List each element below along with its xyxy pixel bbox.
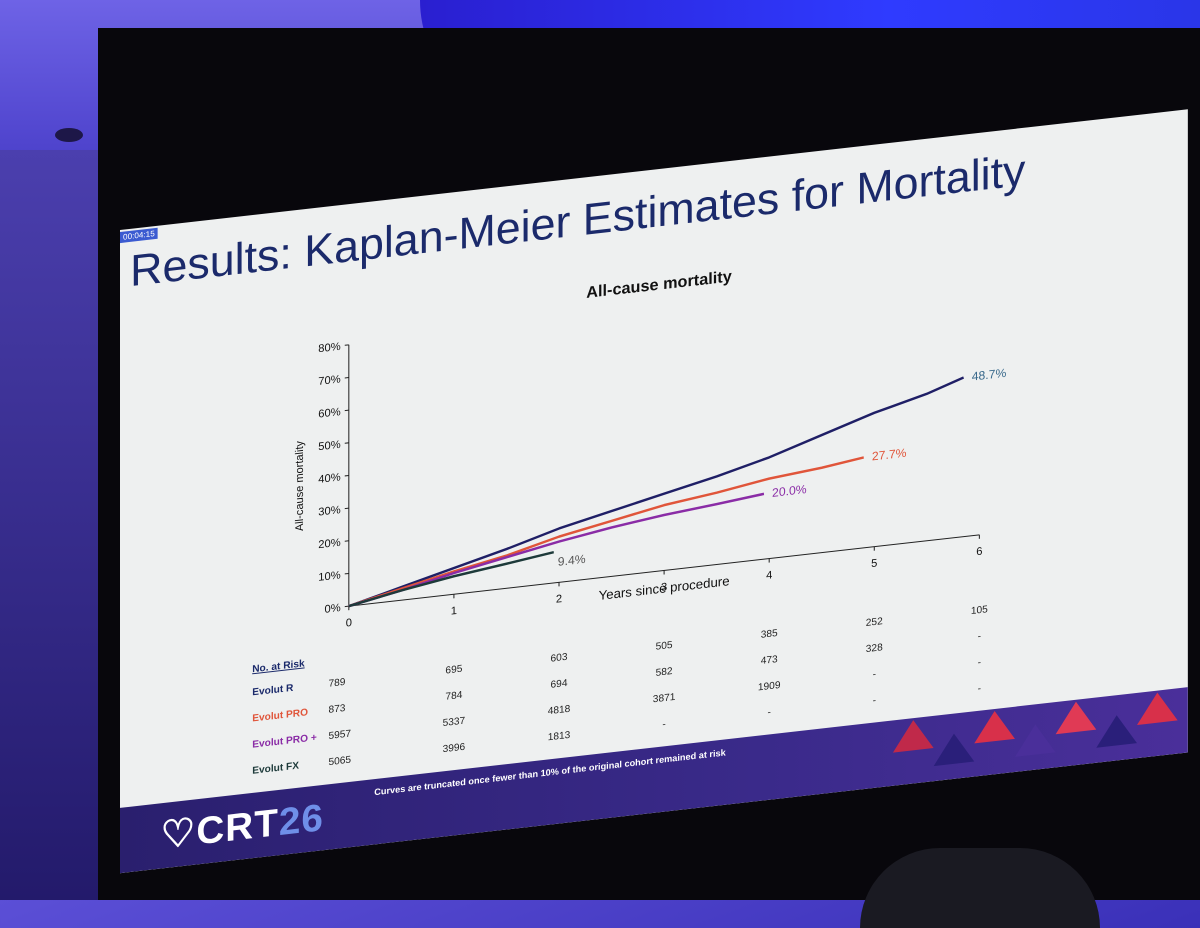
risk-cell: 105 [971,604,988,617]
chart-title: All-cause mortality [586,268,732,302]
y-tick-label: 60% [318,406,340,420]
risk-cell: 1909 [758,680,781,693]
y-tick-label: 50% [318,439,340,453]
footer-triangle [1056,699,1097,734]
risk-cell: 694 [551,678,568,691]
risk-cell: 695 [445,664,462,677]
risk-cell: 328 [866,642,883,655]
risk-cell: 1813 [548,730,571,743]
risk-cell: - [978,657,981,668]
risk-cell: - [767,707,770,718]
risk-cell: - [873,695,876,706]
risk-cell: 3996 [443,742,466,755]
risk-cell: - [978,683,981,694]
presentation-slide: 00:04:15 Results: Kaplan-Meier Estimates… [120,109,1188,873]
crt-logo: ♡CRT26 [161,795,324,859]
footer-triangle [893,718,934,753]
y-tick-label: 10% [318,569,340,583]
y-tick-label: 20% [318,537,340,551]
risk-row-label: Evolut FX [252,761,299,777]
y-tick-label: 70% [318,374,340,388]
end-label: 48.7% [972,366,1007,384]
risk-cell: - [978,631,981,642]
risk-cell: 5337 [443,716,466,729]
x-tick-label: 6 [976,546,982,559]
risk-cell: 5065 [328,755,351,768]
end-label: 20.0% [772,482,807,500]
x-tick-label: 1 [451,605,457,618]
risk-cell: 252 [866,616,883,629]
logo-number: 26 [279,797,324,844]
risk-row-label: Evolut PRO [252,707,308,724]
x-tick-label: 0 [346,617,352,630]
risk-cell: - [662,719,665,730]
end-label: 27.7% [872,446,907,464]
risk-cell: - [873,669,876,680]
km-chart: All-cause mortality 0% 10% 20% 30% 40% 50% 60%… [120,109,1188,808]
risk-table-header: No. at Risk [252,658,305,675]
x-axis-label: Years since procedure [599,573,730,603]
room-wall [0,150,110,900]
risk-row-label: Evolut PRO + [252,732,317,750]
chart-end-labels: 48.7% 27.7% 20.0% 9.4% [558,366,1007,569]
risk-cell: 784 [445,690,462,703]
heart-icon: ♡ [161,811,197,857]
y-tick-label: 30% [318,504,340,518]
risk-cell: 385 [761,628,778,641]
footer-triangle [1096,713,1137,748]
risk-cell: 582 [656,666,673,679]
y-tick-label: 40% [318,471,340,485]
risk-cell: 5957 [328,729,351,742]
y-tick-label: 0% [325,602,341,616]
risk-cell: 873 [328,703,345,716]
risk-row-label: Evolut R [252,683,294,699]
footer-triangle [1137,690,1178,725]
x-tick-label: 2 [556,593,562,606]
ceiling-light-icon [55,128,83,142]
series-line-evolut_fx [349,552,554,606]
risk-cell: 3871 [653,692,676,705]
risk-cell: 505 [656,640,673,653]
y-tick-label: 80% [318,341,340,355]
risk-cell: 789 [328,677,345,690]
footer-triangle [1015,722,1056,757]
footer-triangle [934,731,975,766]
footer-triangle [974,709,1015,744]
x-tick-label: 5 [871,558,877,571]
end-label: 9.4% [558,552,586,569]
risk-cell: 473 [761,654,778,667]
logo-text: CRT [196,802,278,854]
y-axis-label: All-cause mortality [294,440,306,532]
x-tick-label: 4 [766,569,772,582]
risk-cell: 4818 [548,704,571,717]
risk-cell: 603 [551,652,568,665]
